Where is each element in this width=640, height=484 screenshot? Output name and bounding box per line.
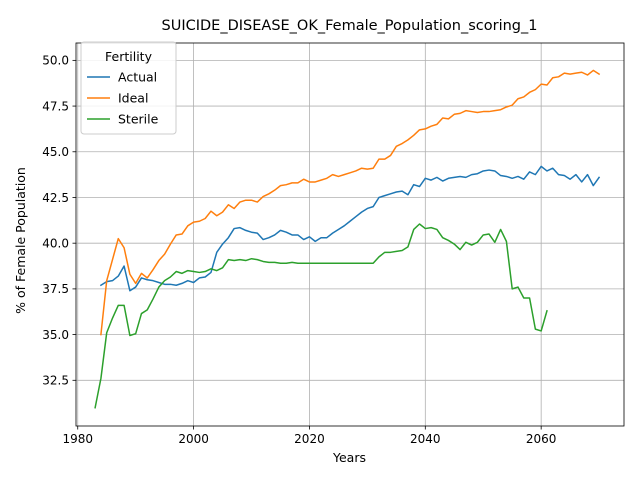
legend-title: Fertility <box>105 49 153 64</box>
y-tick-label: 47.5 <box>42 99 69 113</box>
plot-frame <box>75 42 625 427</box>
axis-ticks: 1980 2000 2020 2040 2060 32.5 35.0 37.5 40.0 42.5… <box>42 54 556 446</box>
series-line-actual <box>99 165 601 292</box>
grid <box>76 43 624 426</box>
legend-label-actual: Actual <box>118 70 157 85</box>
y-tick-label: 32.5 <box>42 374 69 388</box>
y-tick-label: 35.0 <box>42 328 69 342</box>
x-tick-label: 2060 <box>526 432 557 446</box>
series-lines <box>94 69 601 409</box>
legend-box <box>80 41 177 135</box>
y-tick-label: 50.0 <box>42 54 69 68</box>
x-tick-label: 2020 <box>294 432 325 446</box>
legend: Fertility Actual Ideal Sterile <box>80 41 177 135</box>
legend-label-sterile: Sterile <box>118 112 159 127</box>
x-tick-label: 2040 <box>410 432 441 446</box>
y-tick-label: 42.5 <box>42 191 69 205</box>
y-tick-label: 45.0 <box>42 145 69 159</box>
x-tick-label: 2000 <box>178 432 209 446</box>
series-line-ideal <box>100 69 601 336</box>
chart-title: SUICIDE_DISEASE_OK_Female_Population_sco… <box>162 18 538 34</box>
y-axis-label: % of Female Population <box>13 167 28 314</box>
y-tick-label: 40.0 <box>42 236 69 250</box>
x-axis-label: Years <box>332 450 366 465</box>
legend-label-ideal: Ideal <box>118 91 148 106</box>
series-line-sterile <box>94 223 548 409</box>
y-tick-label: 37.5 <box>42 282 69 296</box>
x-tick-label: 1980 <box>62 432 93 446</box>
